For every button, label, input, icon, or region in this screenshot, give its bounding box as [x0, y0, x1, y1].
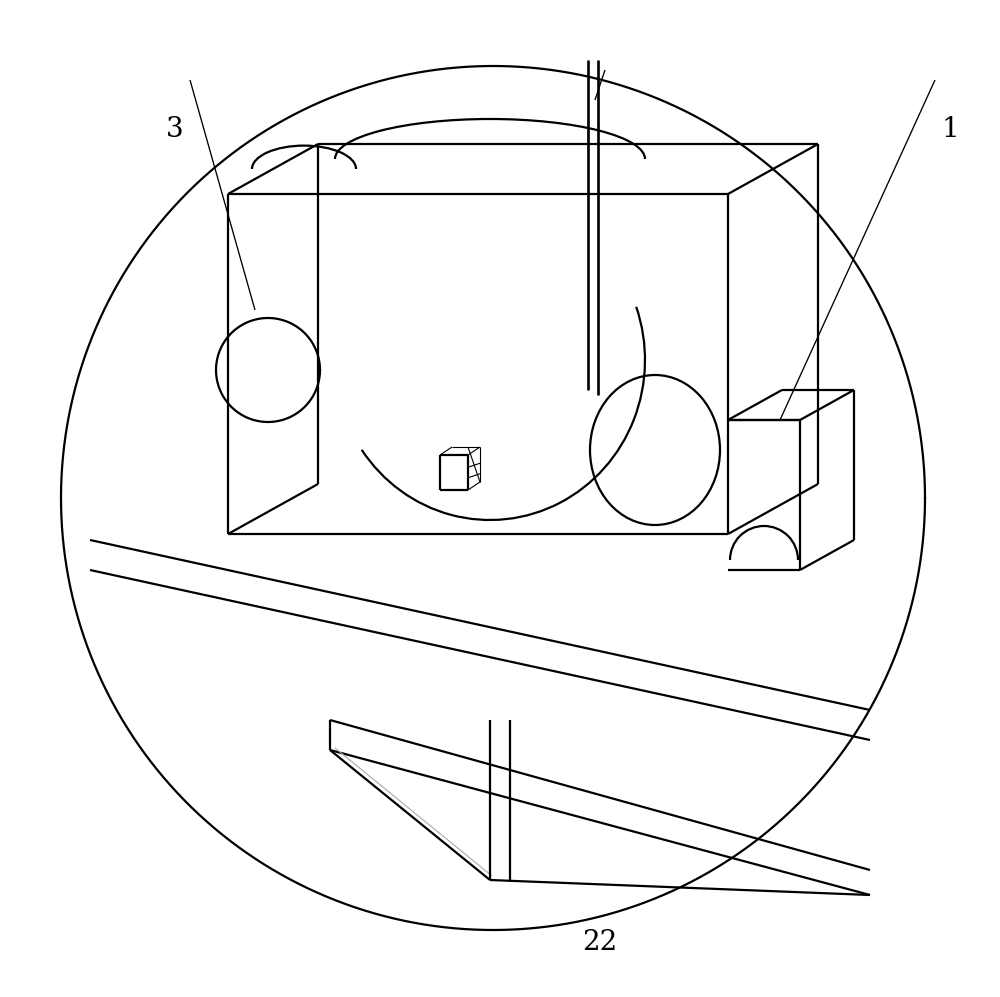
Text: 22: 22: [582, 928, 618, 956]
Text: 3: 3: [166, 116, 184, 144]
Text: 1: 1: [941, 116, 959, 144]
